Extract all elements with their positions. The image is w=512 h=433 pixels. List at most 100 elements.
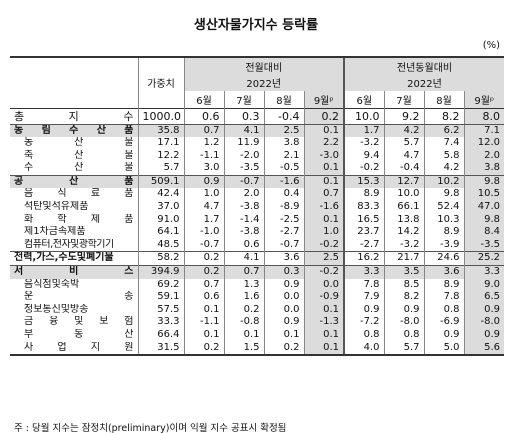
mom-cell: 0.2 (183, 251, 224, 266)
weight-cell: 35.8 (137, 124, 184, 138)
yoy-cell: 16.2 (343, 251, 384, 266)
header-mom: 전월대비 (183, 56, 344, 74)
table-row: 음 식 료 품 42.4 1.0 2.0 0.4 0.7 8.9 10.0 9.8 10.5 (10, 188, 505, 202)
mom-cell: 0.2 (303, 107, 344, 125)
mom-cell: 3.0 (183, 162, 224, 176)
header-yoy: 전년동월대비 (342, 56, 505, 74)
mom-cell: 0.3 (223, 107, 264, 125)
footnote: 주 : 당월 지수는 잠정치(preliminary)이며 익월 지수 공표시 … (14, 423, 287, 433)
weight-cell: 66.4 (137, 329, 184, 342)
mom-cell: -3.0 (303, 149, 344, 163)
mom-cell: 0.1 (183, 303, 224, 317)
mom-cell: 0.1 (303, 303, 344, 317)
row-label: 농 산 물 (24, 137, 134, 149)
yoy-cell: 5.7 (383, 137, 424, 150)
table-body: 총 지 수 1000.0 0.6 0.3 -0.4 0.2 10.0 9.2 8.2 8.0 농 림… (10, 107, 505, 357)
yoy-cell: 4.0 (343, 341, 384, 357)
row-label: 서 비 스 (10, 265, 138, 279)
yoy-cell: 13.8 (383, 213, 424, 227)
yoy-cell: 3.6 (423, 265, 464, 279)
yoy-cell: 7.8 (343, 278, 384, 292)
mom-cell: 0.7 (303, 188, 344, 202)
table-row: 금 융 및 보 험 33.3 -1.1 -0.8 0.9 -1.3 -7.2 -8.0 -6.9… (10, 316, 505, 329)
mom-cell: 4.1 (223, 124, 264, 138)
table-row: 화 학 제 품 91.0 1.7 -1.4 -2.5 0.1 16.5 13.8 10.3 9.8 (10, 213, 505, 227)
mom-cell: -0.7 (263, 238, 304, 252)
mom-cell: 2.0 (223, 188, 264, 202)
mom-cell: -1.0 (183, 226, 224, 239)
yoy-cell: 4.2 (383, 124, 424, 138)
yoy-cell: 8.2 (383, 291, 424, 304)
yoy-cell: 3.8 (463, 162, 505, 176)
weight-cell: 59.1 (137, 291, 184, 304)
mom-cell: -0.2 (303, 265, 344, 279)
header-month: 6월 (183, 91, 224, 108)
mom-cell: -3.8 (223, 201, 264, 214)
table-row: 공 산 품 509.1 0.9 -0.7 -1.6 0.1 15.3 12.7 10.2 9.8 (10, 174, 505, 189)
yoy-cell: 0.9 (463, 303, 505, 317)
mom-cell: 1.0 (183, 188, 224, 202)
mom-cell: 0.6 (183, 107, 224, 125)
row-label: 석탄및석유제품 (24, 201, 89, 213)
yoy-cell: -2.7 (343, 238, 384, 252)
mom-cell: 3.6 (263, 251, 304, 266)
mom-cell: -1.1 (183, 149, 224, 163)
mom-cell: 0.6 (223, 238, 264, 252)
row-label: 음 식 료 품 (24, 188, 134, 200)
mom-cell: 1.2 (183, 137, 224, 150)
table-row: 수 산 물 5.7 3.0 -3.5 -0.5 0.1 -0.2 -0.4 4.2 3.8 (10, 162, 505, 176)
yoy-cell: 6.5 (463, 291, 505, 304)
row-label: 음식점및숙박 (24, 278, 80, 290)
yoy-cell: 10.0 (343, 107, 384, 125)
table-row: 음식점및숙박 69.2 0.7 1.3 0.9 0.0 7.8 8.5 8.9 9.0 (10, 278, 505, 292)
mom-cell: -3.8 (223, 226, 264, 239)
yoy-cell: -3.2 (343, 137, 384, 150)
table-row: 서 비 스 394.9 0.2 0.7 0.3 -0.2 3.3 3.5 3.6 3.3 (10, 265, 505, 279)
weight-cell: 509.1 (137, 174, 184, 189)
table-row: 제1차금속제품 64.1 -1.0 -3.8 -2.7 1.0 23.7 14.2 8.9 8.4 (10, 226, 505, 239)
yoy-cell: 8.9 (343, 188, 384, 202)
mom-cell: -0.5 (263, 162, 304, 176)
weight-cell: 33.3 (137, 316, 184, 329)
mom-cell: 0.2 (183, 265, 224, 279)
mom-cell: 1.3 (223, 278, 264, 292)
mom-cell: -1.3 (303, 316, 344, 329)
ppi-table: 가중치 전월대비 전년동월대비 2022년 2022년 6월 7월 8월 9월ᵖ… (10, 56, 505, 357)
mom-cell: -2.7 (263, 226, 304, 239)
yoy-cell: 3.3 (343, 265, 384, 279)
table-row: 총 지 수 1000.0 0.6 0.3 -0.4 0.2 10.0 9.2 8.2 8.0 (10, 107, 505, 125)
yoy-cell: 4.2 (423, 162, 464, 176)
yoy-cell: 0.9 (383, 303, 424, 317)
mom-cell: 0.3 (263, 265, 304, 279)
yoy-cell: 6.2 (423, 124, 464, 138)
header-weight: 가중치 (137, 56, 184, 108)
mom-cell: 0.4 (263, 188, 304, 202)
row-label: 전력,가스,수도및폐기물 (10, 251, 138, 266)
header-month: 9월ᵖ (463, 91, 505, 108)
row-label: 부 동 산 (24, 329, 134, 340)
yoy-cell: 0.8 (423, 303, 464, 317)
header-month: 7월 (223, 91, 264, 108)
mom-cell: 0.9 (183, 174, 224, 189)
mom-cell: -0.4 (263, 107, 304, 125)
yoy-cell: 5.7 (383, 341, 424, 357)
mom-cell: 2.5 (263, 124, 304, 138)
yoy-cell: 23.7 (343, 226, 384, 239)
table-row: 사 업 지 원 31.5 0.2 1.5 0.2 0.1 4.0 5.7 5.0 5.6 (10, 341, 505, 357)
mom-cell: 2.1 (263, 149, 304, 163)
header-year-mom: 2022년 (183, 74, 344, 91)
header-blank (10, 56, 138, 108)
yoy-cell: 25.2 (463, 251, 505, 266)
table-row: 정보통신및방송 57.5 0.1 0.2 0.0 0.1 0.9 0.9 0.8 0.9 (10, 303, 505, 317)
weight-cell: 48.5 (137, 238, 184, 252)
mom-cell: -0.8 (223, 316, 264, 329)
table-row: 부 동 산 66.4 0.1 0.1 0.1 0.1 0.8 0.8 0.9 0.9 (10, 329, 505, 342)
yoy-cell: 47.0 (463, 201, 505, 214)
mom-cell: 0.1 (303, 124, 344, 138)
yoy-cell: 14.2 (383, 226, 424, 239)
yoy-cell: 2.0 (463, 149, 505, 163)
header-year-yoy: 2022년 (342, 74, 505, 91)
weight-cell: 12.2 (137, 149, 184, 163)
yoy-cell: 9.8 (463, 174, 505, 189)
mom-cell: -0.7 (223, 174, 264, 189)
